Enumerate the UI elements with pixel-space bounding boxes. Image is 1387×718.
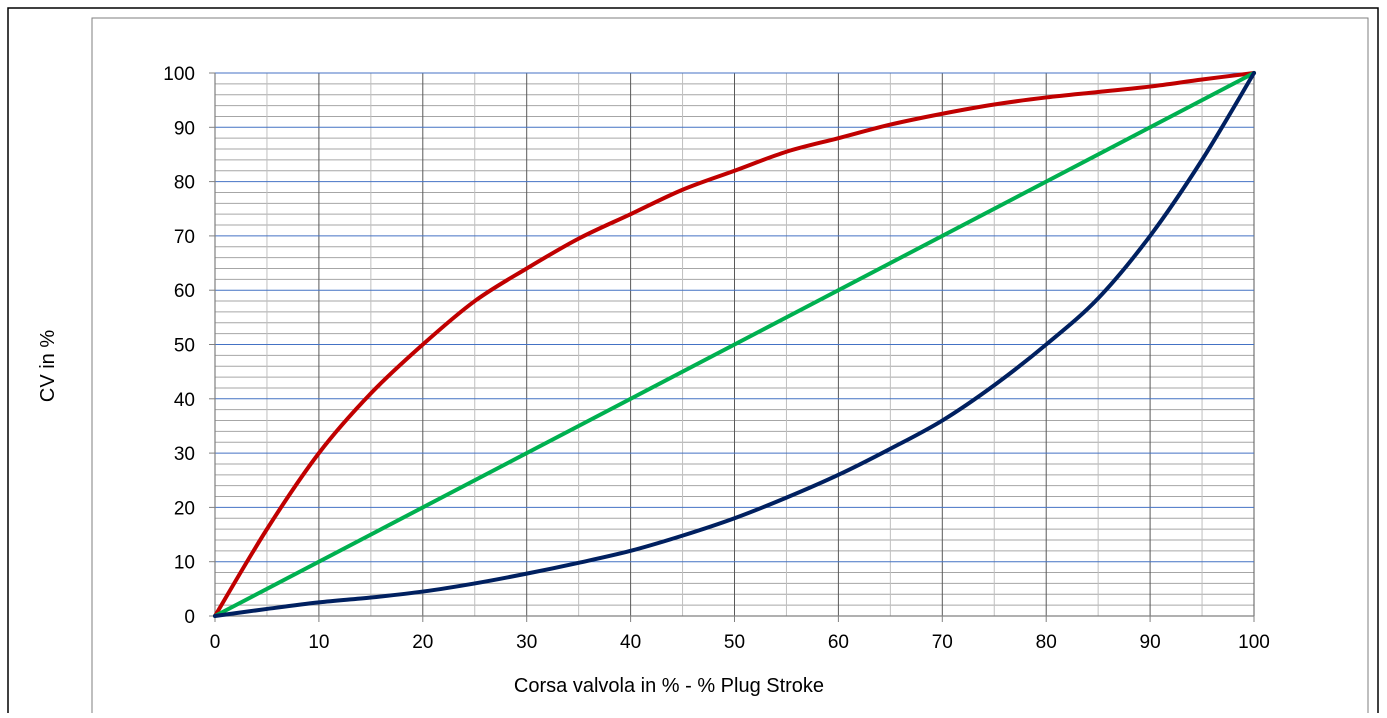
y-tick-label: 40 (174, 390, 195, 411)
x-tick-label: 50 (724, 632, 745, 653)
tick-labels: 0 10 20 30 40 50 60 70 80 90 100 0 10 20 30 40 50 60 70 80 9… (163, 64, 1270, 653)
series-line-3 (213, 71, 1256, 618)
x-tick-label: 0 (210, 632, 221, 653)
x-tick-label: 70 (932, 632, 953, 653)
y-tick-label: 60 (174, 281, 195, 302)
chart-area-border (91, 17, 1369, 718)
x-tick-label: 40 (620, 632, 641, 653)
x-tick-label: 100 (1238, 632, 1270, 653)
y-tick-label: 50 (174, 336, 195, 357)
y-tick-label: 70 (174, 227, 195, 248)
x-tick-label: 20 (412, 632, 433, 653)
x-tick-label: 10 (308, 632, 329, 653)
y-tick-label: 30 (174, 444, 195, 465)
y-axis-title: CV in % (37, 330, 59, 402)
axes (209, 72, 1255, 622)
series-line-2 (213, 71, 1256, 618)
y-tick-label: 90 (174, 118, 195, 139)
x-tick-label: 80 (1036, 632, 1057, 653)
x-tick-label: 30 (516, 632, 537, 653)
y-tick-label: 100 (163, 64, 195, 85)
y-tick-label: 80 (174, 173, 195, 194)
series-lines (213, 71, 1256, 618)
x-tick-label: 60 (828, 632, 849, 653)
y-tick-label: 0 (184, 607, 195, 628)
y-tick-label: 20 (174, 498, 195, 519)
outer-border (7, 7, 1379, 718)
series-line-1 (213, 71, 1256, 618)
x-tick-label: 90 (1140, 632, 1161, 653)
x-axis-title: Corsa valvola in % - % Plug Stroke (514, 675, 824, 697)
y-tick-label: 10 (174, 553, 195, 574)
